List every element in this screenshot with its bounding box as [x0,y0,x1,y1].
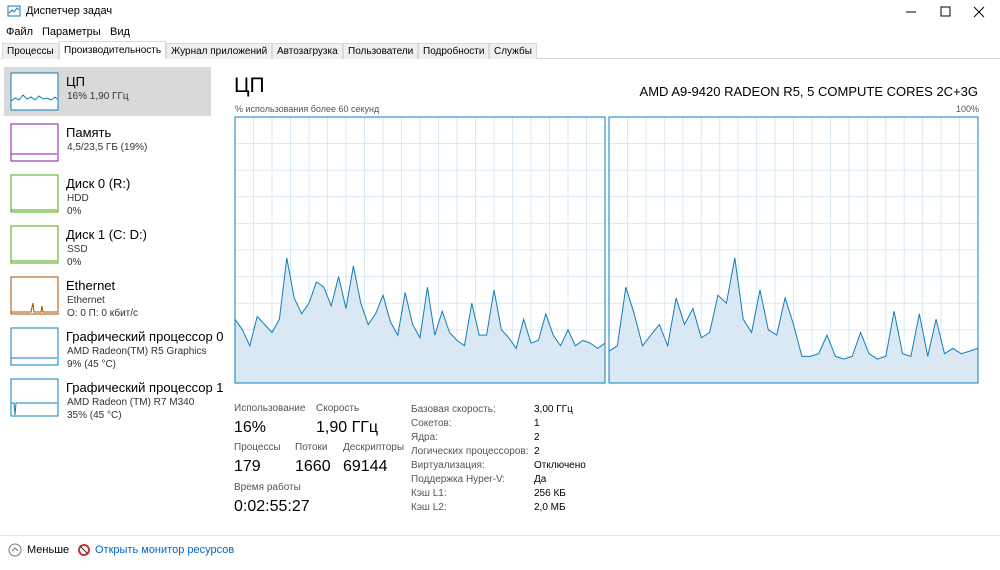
sidebar-detail: AMD Radeon (TM) R7 M340 [67,397,195,408]
stat-value: 1,90 ГГц [316,419,379,436]
detail-value: Отключено [534,460,586,471]
sidebar-name: ЦП [66,74,85,89]
detail-value: 256 КБ [534,488,566,499]
sidebar-thumbnail [10,225,59,264]
detail-value: 2 [534,446,540,457]
close[interactable] [973,6,985,18]
stat-value: 69144 [343,458,388,475]
stat-label: Время работы [234,482,301,493]
tab[interactable]: Подробности [418,43,490,59]
sidebar-detail: HDD [67,193,89,204]
stat-label: Потоки [295,442,328,453]
sidebar-name: Ethernet [66,278,116,293]
sidebar-name: Диск 0 (R:) [66,176,131,191]
stat-label: Процессы [234,442,281,453]
sidebar-detail: 16% 1,90 ГГц [67,91,129,102]
cpu-area [609,258,978,383]
sidebar-detail: Ethernet [67,295,105,306]
detail-label: Поддержка Hyper-V: [411,474,506,485]
tab[interactable]: Журнал приложений [166,43,273,59]
graph-label: % использования более 60 секунд [235,104,380,114]
window-title: Диспетчер задач [26,5,113,17]
app-icon [7,5,21,17]
monitor-link[interactable]: Открыть монитор ресурсов [95,544,235,556]
cpu-line [234,257,606,350]
sidebar-detail: О: 0 П: 0 кбит/с [67,308,139,319]
detail-value: 3,00 ГГц [534,404,573,415]
stat-value: 179 [234,458,261,475]
menu-item[interactable]: Файл [6,26,34,38]
stat-label: Дескрипторы [343,442,405,453]
sidebar-detail: 35% (45 °C) [67,410,122,421]
maximize[interactable] [940,6,951,17]
detail-label: Базовая скорость: [411,404,496,415]
detail-label: Виртуализация: [411,460,485,471]
graph-max: 100% [955,104,979,114]
graph-border [234,116,606,384]
detail-value: Да [534,474,547,485]
less-button[interactable]: Меньше [27,544,70,556]
cpu-line [608,257,979,360]
stat-label: Использование [234,403,306,414]
less-icon[interactable] [8,543,22,557]
detail-label: Логических процессоров: [411,446,529,457]
menu-item[interactable]: Вид [110,26,130,38]
cpu-area [235,258,605,383]
stat-value: 0:02:55:27 [234,498,310,515]
detail-label: Кэш L2: [411,502,447,513]
cpu-title: ЦП [234,74,265,97]
sidebar-detail: 0% [67,257,82,268]
detail-label: Ядра: [411,432,438,443]
window-controls [896,0,1000,24]
sidebar-name: Графический процессор 1 [66,380,224,395]
detail-label: Сокетов: [411,418,452,429]
sidebar-name: Диск 1 (C: D:) [66,227,147,242]
footer-divider [0,535,1000,536]
graph-border [608,116,979,384]
tab[interactable]: Автозагрузка [272,43,343,59]
cpu-graphs [234,116,979,384]
stat-value: 16% [234,419,267,436]
sidebar-name: Память [66,125,112,140]
detail-value: 2,0 МБ [534,502,566,513]
sidebar-detail: AMD Radeon(TM) R5 Graphics [67,346,207,357]
tab[interactable]: Процессы [2,43,59,59]
cpu-model: AMD A9-9420 RADEON R5, 5 COMPUTE CORES 2… [639,84,978,99]
menu-item[interactable]: Параметры [42,26,101,38]
sidebar-thumbnail [10,327,59,366]
sidebar-detail: 9% (45 °C) [67,359,117,370]
detail-value: 1 [534,418,540,429]
sidebar-name: Графический процессор 0 [66,329,224,344]
stat-value: 1660 [295,458,331,475]
sidebar-detail: SSD [67,244,88,255]
stat-label: Скорость [316,403,360,414]
tab[interactable]: Службы [489,43,537,59]
sidebar-thumbnail [10,276,59,315]
sidebar-thumbnail [10,72,59,111]
detail-value: 2 [534,432,540,443]
tab[interactable]: Пользователи [343,43,419,59]
sidebar-thumbnail [10,123,59,162]
sidebar-detail: 4,5/23,5 ГБ (19%) [67,142,148,153]
sidebar-thumbnail [10,174,59,213]
monitor-icon [78,544,90,556]
sidebar-detail: 0% [67,206,82,217]
detail-label: Кэш L1: [411,488,447,499]
tab[interactable]: Производительность [59,41,167,60]
sidebar-thumbnail [10,378,59,417]
